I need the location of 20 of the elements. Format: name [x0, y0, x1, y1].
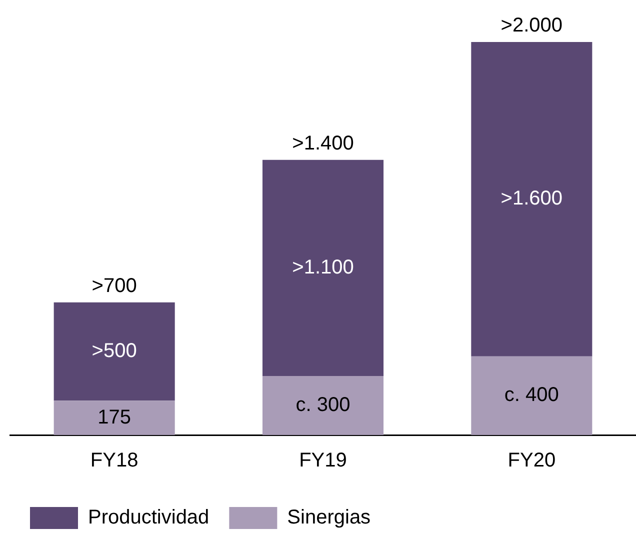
bar — [262, 160, 384, 376]
data-label: c. 400 — [504, 384, 559, 406]
x-tick-label: FY19 — [299, 450, 347, 472]
bar — [471, 356, 592, 435]
data-label: >500 — [92, 340, 137, 362]
data-label: >1.600 — [500, 188, 563, 210]
bar — [262, 376, 384, 435]
legend-label: Sinergias — [287, 506, 371, 529]
x-tick-label: FY18 — [90, 450, 138, 472]
total-label: >2.000 — [500, 14, 563, 37]
data-label: c. 300 — [296, 394, 350, 416]
total-label: >700 — [92, 274, 137, 297]
total-label: >1.400 — [292, 132, 354, 154]
bar — [54, 400, 175, 435]
x-tick-label: FY20 — [508, 450, 556, 472]
bar — [471, 42, 592, 356]
data-label: 175 — [98, 406, 132, 428]
bar — [54, 302, 175, 401]
data-label: >1.100 — [292, 256, 354, 278]
legend-label: Productividad — [88, 506, 210, 529]
